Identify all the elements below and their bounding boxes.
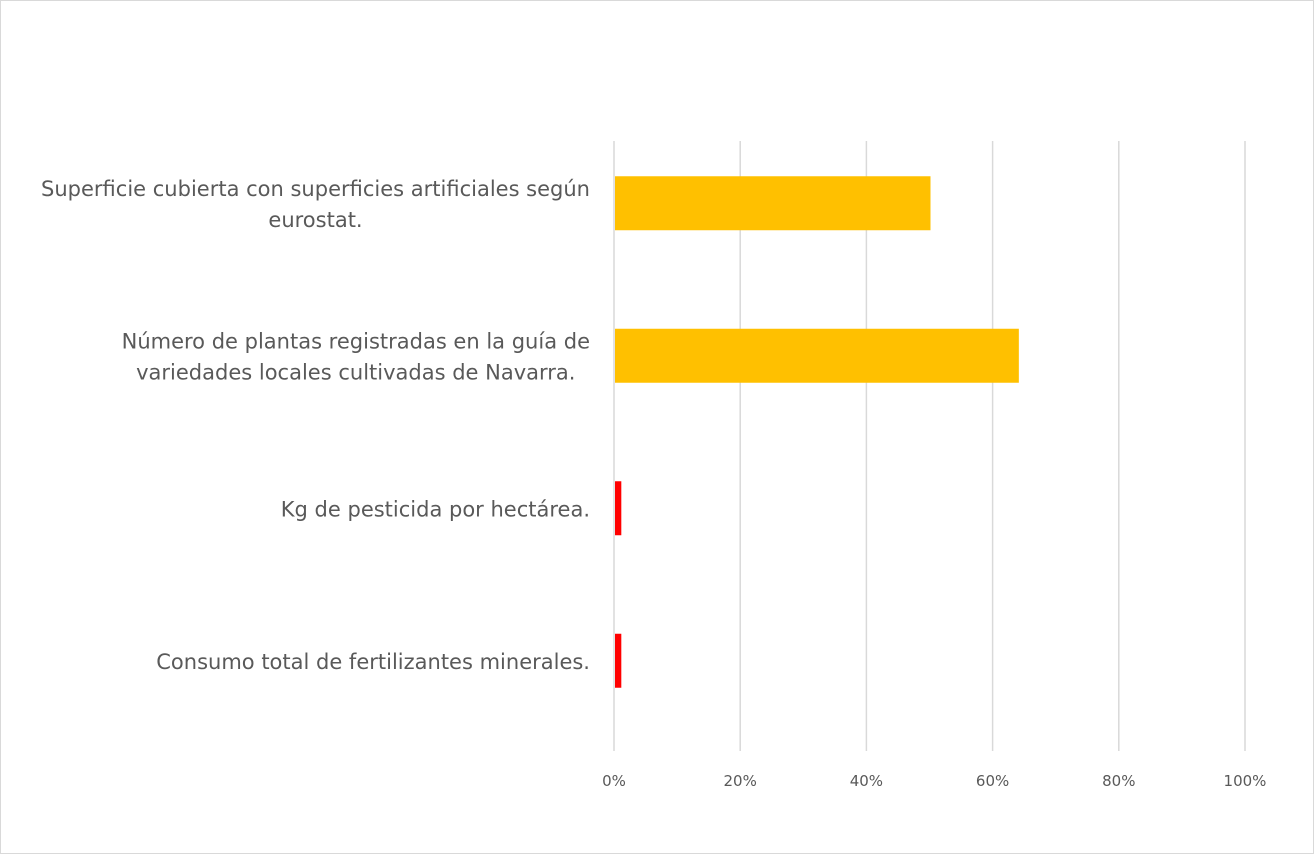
category-label: Consumo total de fertilizantes minerales… — [156, 650, 590, 674]
category-label: Superficie cubierta con superficies arti… — [41, 177, 590, 201]
bar — [615, 481, 622, 536]
x-tick-label: 60% — [976, 772, 1009, 790]
bar — [615, 328, 1019, 383]
bars — [615, 176, 1019, 688]
category-label: Número de plantas registradas en la guía… — [122, 329, 590, 353]
bar — [615, 633, 622, 688]
category-labels: Superficie cubierta con superficies arti… — [41, 177, 590, 674]
x-tick-label: 80% — [1102, 772, 1135, 790]
category-label: Kg de pesticida por hectárea. — [281, 497, 590, 521]
x-axis-tick-labels: 0% 20% 40% 60% 80% 100% — [602, 772, 1266, 790]
x-tick-label: 0% — [602, 772, 626, 790]
x-tick-label: 100% — [1224, 772, 1267, 790]
bar — [615, 176, 931, 231]
x-tick-label: 20% — [724, 772, 757, 790]
category-label: eurostat. — [268, 208, 362, 232]
x-tick-label: 40% — [850, 772, 883, 790]
category-label: variedades locales cultivadas de Navarra… — [136, 360, 575, 384]
gridlines — [613, 141, 1246, 751]
